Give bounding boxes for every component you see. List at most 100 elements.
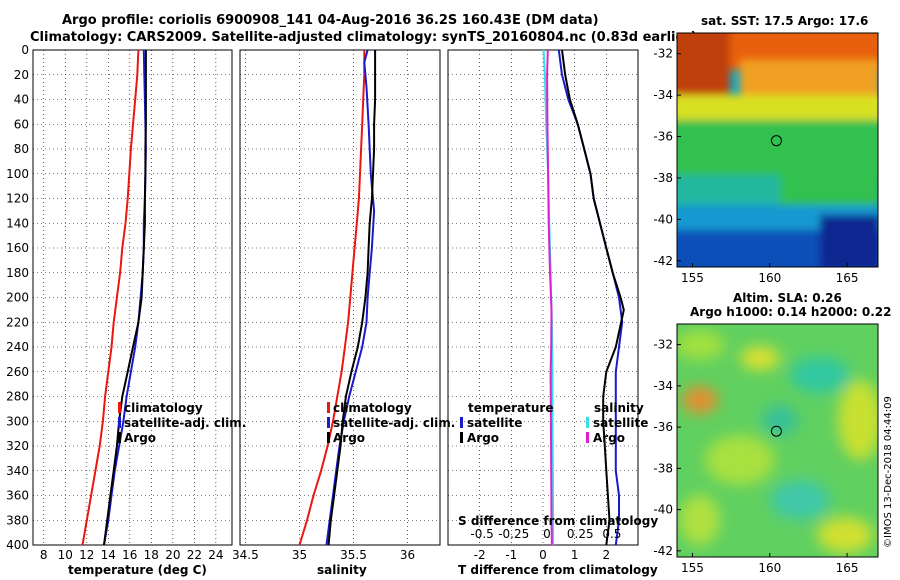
series-line-t-argo <box>561 49 625 546</box>
x-tick-label: 35 <box>292 548 307 562</box>
s-tick-label: 0 <box>543 527 551 541</box>
map-y-tick-label: -38 <box>653 461 673 475</box>
map-x-tick-label: 165 <box>836 561 859 575</box>
diff-legend-swatch <box>460 432 463 443</box>
plot-title-line2: Climatology: CARS2009. Satellite-adjuste… <box>30 30 697 45</box>
s-axis-label: S difference from climatology <box>458 514 658 528</box>
map-x-tick-label: 165 <box>836 271 859 285</box>
sla-map-title-2: Argo h1000: 0.14 h2000: 0.22 <box>690 305 892 319</box>
map-x-tick-label: 160 <box>758 271 781 285</box>
depth-tick-label: 260 <box>6 365 29 379</box>
x-tick-label: 0 <box>539 548 547 562</box>
temperature-legend-swatch <box>118 432 121 443</box>
diff-legend-label: Argo <box>593 431 625 445</box>
map-y-tick-label: -34 <box>653 88 673 102</box>
credit-text: ©IMOS 13-Dec-2018 04:44:09 <box>883 396 894 548</box>
series-line-satellite-adj-clim- <box>103 49 147 546</box>
depth-tick-label: 380 <box>6 513 29 527</box>
depth-tick-label: 360 <box>6 489 29 503</box>
series-line-climatology <box>81 49 140 546</box>
x-tick-label: 22 <box>187 548 202 562</box>
x-tick-label: 34.5 <box>232 548 259 562</box>
salinity-legend-label: satellite-adj. clim. <box>333 416 455 430</box>
depth-tick-label: 400 <box>6 538 29 552</box>
s-tick-label: 0.5 <box>602 527 621 541</box>
temperature-legend-swatch <box>118 417 121 428</box>
x-tick-label: 36 <box>400 548 415 562</box>
map-x-tick-label: 155 <box>681 561 704 575</box>
x-tick-label: 8 <box>40 548 48 562</box>
map-y-tick-label: -38 <box>653 171 673 185</box>
temperature-xlabel: temperature (deg C) <box>68 563 207 577</box>
map-y-tick-label: -40 <box>653 503 673 517</box>
series-line-argo <box>103 50 147 546</box>
salinity-legend-label: Argo <box>333 431 365 445</box>
diff-legend-label: Argo <box>467 431 499 445</box>
depth-tick-label: 180 <box>6 266 29 280</box>
sst-map-title: sat. SST: 17.5 Argo: 17.6 <box>701 14 869 28</box>
depth-tick-label: 40 <box>14 93 29 107</box>
salinity-legend-swatch <box>327 432 330 443</box>
argo-location-marker <box>770 135 782 147</box>
depth-tick-label: 20 <box>14 68 29 82</box>
sla-map-frame <box>676 323 879 558</box>
temperature-legend-label: satellite-adj. clim. <box>124 416 246 430</box>
x-tick-label: 20 <box>165 548 180 562</box>
map-y-tick-label: -42 <box>653 254 673 268</box>
salinity-xlabel: salinity <box>317 563 367 577</box>
temperature-legend-swatch <box>118 402 121 413</box>
map-y-tick-label: -40 <box>653 212 673 226</box>
sla-map <box>677 324 878 557</box>
sla-map-title-1: Altim. SLA: 0.26 <box>733 291 842 305</box>
depth-tick-label: 240 <box>6 340 29 354</box>
map-y-tick-label: -32 <box>653 338 673 352</box>
argo-location-marker <box>770 425 782 437</box>
diff-legend-swatch <box>460 417 463 428</box>
series-line-climatology <box>298 50 366 546</box>
diff-legend-swatch <box>586 417 589 428</box>
temperature-legend-label: Argo <box>124 431 156 445</box>
map-y-tick-label: -34 <box>653 379 673 393</box>
diff-legend-title-t: temperature <box>468 401 553 415</box>
temperature-legend-label: climatology <box>124 401 203 415</box>
salinity-legend-swatch <box>327 417 330 428</box>
x-tick-label: 1 <box>571 548 579 562</box>
depth-tick-label: 60 <box>14 117 29 131</box>
depth-tick-label: 140 <box>6 216 29 230</box>
map-x-tick-label: 155 <box>681 271 704 285</box>
x-tick-label: 12 <box>79 548 94 562</box>
series-line-satellite-adj-clim- <box>325 49 376 546</box>
s-tick-label: -0.5 <box>470 527 493 541</box>
x-tick-label: 35.5 <box>340 548 367 562</box>
depth-tick-label: 100 <box>6 167 29 181</box>
x-tick-label: 24 <box>208 548 223 562</box>
depth-tick-label: 160 <box>6 241 29 255</box>
depth-tick-label: 220 <box>6 315 29 329</box>
depth-tick-label: 80 <box>14 142 29 156</box>
depth-tick-label: 200 <box>6 291 29 305</box>
map-y-tick-label: -36 <box>653 420 673 434</box>
depth-tick-label: 120 <box>6 192 29 206</box>
sst-map <box>677 33 878 267</box>
x-tick-label: 2 <box>603 548 611 562</box>
series-line-s-argo <box>546 49 553 546</box>
map-x-tick-label: 160 <box>758 561 781 575</box>
map-y-tick-label: -32 <box>653 47 673 61</box>
x-tick-label: 10 <box>58 548 73 562</box>
salinity-legend-swatch <box>327 402 330 413</box>
x-tick-label: -2 <box>474 548 486 562</box>
salinity-legend-label: climatology <box>333 401 412 415</box>
diff-legend-swatch <box>586 432 589 443</box>
plot-title-line1: Argo profile: coriolis 6900908_141 04-Au… <box>62 13 599 28</box>
s-tick-label: -0.25 <box>498 527 529 541</box>
map-y-tick-label: -36 <box>653 130 673 144</box>
series-line-argo <box>327 50 377 546</box>
diff-legend-title-s: salinity <box>594 401 644 415</box>
diff-legend-label: satellite <box>593 416 648 430</box>
depth-tick-label: 300 <box>6 414 29 428</box>
diff-legend-label: satellite <box>467 416 522 430</box>
x-tick-label: 18 <box>144 548 159 562</box>
depth-tick-label: 340 <box>6 464 29 478</box>
s-tick-label: 0.25 <box>567 527 594 541</box>
